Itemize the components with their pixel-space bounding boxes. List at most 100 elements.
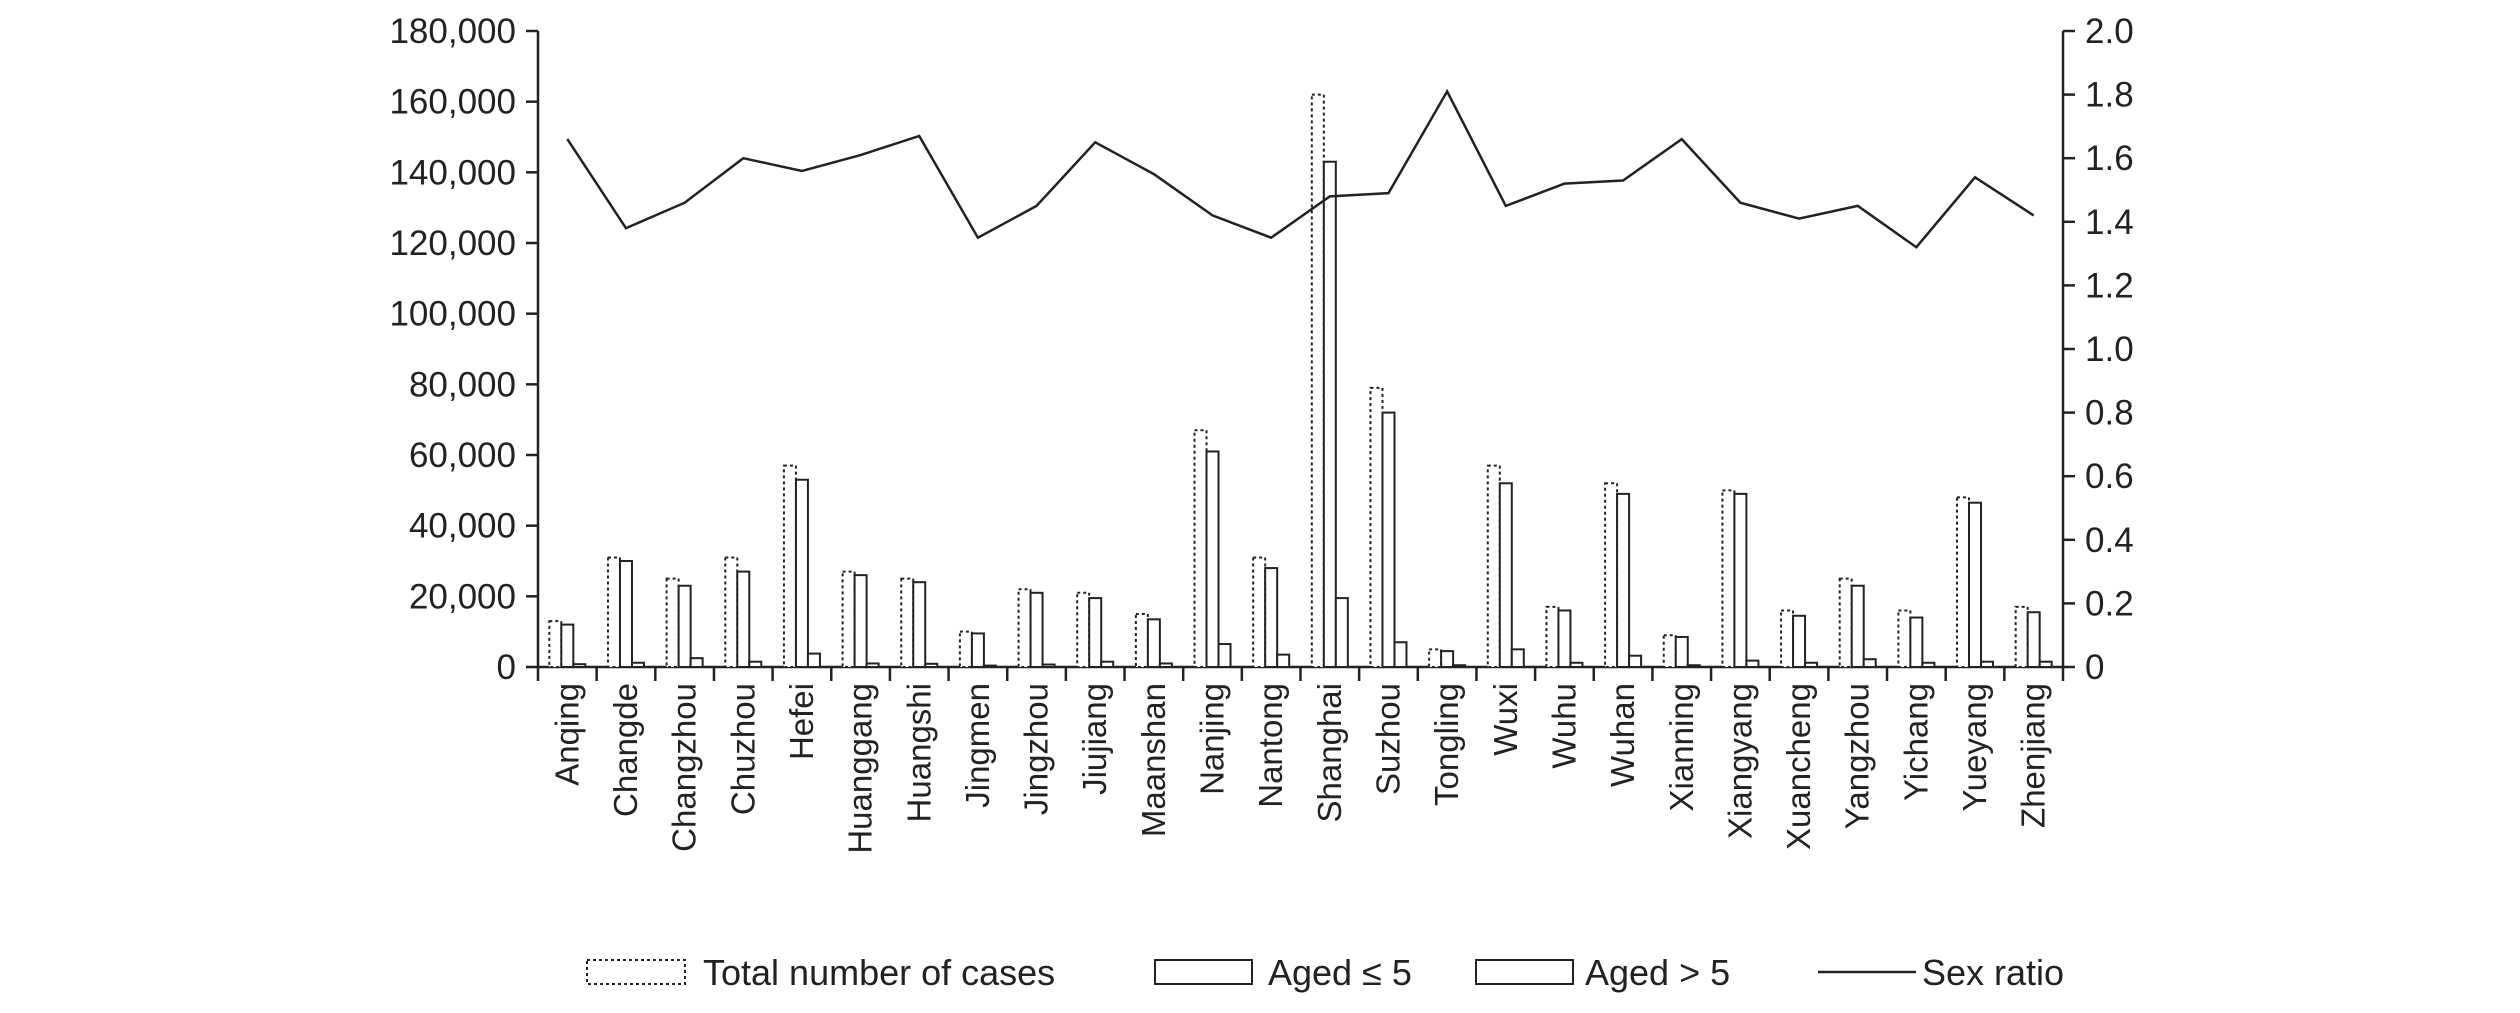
bar-aged-5-jingmen [970,632,985,669]
bar-total-number-of-cases-zhenjiang [2014,605,2029,669]
bar-total-number-of-cases-wuhan [1604,482,1619,668]
bar-aged-5-xianning [1674,635,1689,669]
right-tick-label: 0 [2085,648,2104,687]
left-tick-label: 120,000 [389,224,516,263]
bar-total-number-of-cases-anqing [548,620,563,668]
category-label-anqing: Anqing [548,683,585,786]
bar-aged-5-huangshi [924,662,939,669]
bar-total-number-of-cases-yangzhou [1838,577,1853,669]
category-label-wuhu: Wuhu [1545,683,1582,769]
legend-swatch-aged-5 [1154,959,1253,985]
category-label-huanggang: Huanggang [842,683,879,854]
legend-label-aged-5: Aged ≤ 5 [1268,952,1412,993]
right-tick-label: 0.6 [2085,457,2134,496]
category-label-shanghai: Shanghai [1311,683,1348,822]
category-label-xiangyang: Xiangyang [1721,683,1758,839]
right-tick-label: 1.6 [2085,139,2134,178]
bar-aged-5-wuxi [1510,648,1525,668]
category-label-huangshi: Huangshi [900,683,937,822]
category-label-jingmen: Jingmen [959,683,996,808]
right-tick-label: 1.2 [2085,266,2134,305]
bar-aged-5-jiujiang [1088,597,1103,668]
bar-aged-5-anqing [572,663,587,669]
bar-total-number-of-cases-jiujiang [1076,591,1091,668]
legend-label-sex-ratio: Sex ratio [1922,952,2064,993]
bar-aged-5-yangzhou [1862,658,1877,669]
bar-aged-5-yueyang [1968,501,1983,669]
bar-total-number-of-cases-suzhou [1369,386,1384,668]
bar-total-number-of-cases-hefei [782,464,797,668]
bar-aged-5-wuxi [1498,482,1513,668]
bar-total-number-of-cases-tongling [1428,648,1443,668]
line-sex-ratio [566,88,2035,249]
bar-total-number-of-cases-xuancheng [1780,609,1795,669]
bar-aged-5-jingmen [982,664,997,669]
bar-aged-5-tongling [1440,650,1455,668]
left-tick-label: 20,000 [409,577,516,616]
right-tick-label: 0.4 [2085,521,2134,560]
bar-aged-5-huanggang [853,574,868,669]
bar-aged-5-yichang [1909,616,1924,668]
right-tick-label: 0.8 [2085,394,2134,433]
bar-total-number-of-cases-jingzhou [1017,588,1032,668]
bar-aged-5-changde [630,661,645,669]
bar-aged-5-zhenjiang [2026,611,2041,669]
bar-aged-5-hefei [794,478,809,668]
bar-aged-5-anqing [560,623,575,668]
bar-aged-5-suzhou [1381,411,1396,668]
category-label-nantong: Nantong [1252,683,1289,808]
left-tick-label: 60,000 [409,436,516,475]
bar-aged-5-changzhou [677,584,692,669]
legend-swatch-aged-5 [1475,959,1574,985]
bar-total-number-of-cases-changzhou [665,577,680,669]
bar-aged-5-changzhou [689,657,704,669]
category-label-changde: Changde [607,683,644,817]
bar-aged-5-suzhou [1393,641,1408,668]
bar-aged-5-nanjing [1205,450,1220,669]
bar-aged-5-chuzhou [748,660,763,669]
right-tick-label: 0.2 [2085,584,2134,623]
category-label-wuxi: Wuxi [1487,683,1524,756]
bar-aged-5-maanshan [1146,618,1161,668]
bar-aged-5-yueyang [1980,660,1995,669]
bar-total-number-of-cases-yichang [1897,609,1912,669]
bar-aged-5-changde [618,560,633,668]
bar-total-number-of-cases-jingmen [958,630,973,669]
left-tick-label: 80,000 [409,365,516,404]
bar-total-number-of-cases-wuhu [1545,605,1560,669]
bar-total-number-of-cases-nanjing [1193,429,1208,668]
bar-aged-5-xiangyang [1745,659,1760,669]
left-tick-label: 160,000 [389,83,516,122]
category-label-nanjing: Nanjing [1194,683,1231,795]
bar-aged-5-jingzhou [1041,663,1056,669]
bar-aged-5-xuancheng [1792,614,1807,668]
bar-aged-5-maanshan [1158,662,1173,669]
bar-aged-5-shanghai [1322,160,1337,668]
bar-aged-5-nantong [1276,653,1291,669]
left-tick-label: 100,000 [389,295,516,334]
bar-total-number-of-cases-shanghai [1310,93,1325,669]
right-tick-label: 1.8 [2085,76,2134,115]
bar-total-number-of-cases-huanggang [841,570,856,668]
category-label-xianning: Xianning [1663,683,1700,811]
bar-aged-5-wuhan [1628,654,1643,669]
right-tick-label: 2.0 [2085,12,2134,51]
bar-aged-5-chuzhou [736,570,751,668]
bar-aged-5-shanghai [1334,597,1349,668]
right-tick-label: 1.0 [2085,330,2134,369]
category-label-maanshan: Maanshan [1135,683,1172,837]
bar-aged-5-wuhu [1557,609,1572,669]
bar-aged-5-yichang [1921,661,1936,669]
left-tick-label: 180,000 [389,12,516,51]
bar-aged-5-huangshi [912,581,927,669]
category-label-changzhou: Changzhou [666,683,703,852]
bar-total-number-of-cases-nantong [1252,556,1267,669]
bar-total-number-of-cases-changde [606,556,621,669]
legend-label-aged-5: Aged > 5 [1585,952,1730,993]
legend-swatch-total-number-of-cases [586,959,686,985]
bar-aged-5-jiujiang [1100,660,1115,669]
category-label-wuhan: Wuhan [1604,683,1641,787]
left-tick-label: 40,000 [409,507,516,546]
